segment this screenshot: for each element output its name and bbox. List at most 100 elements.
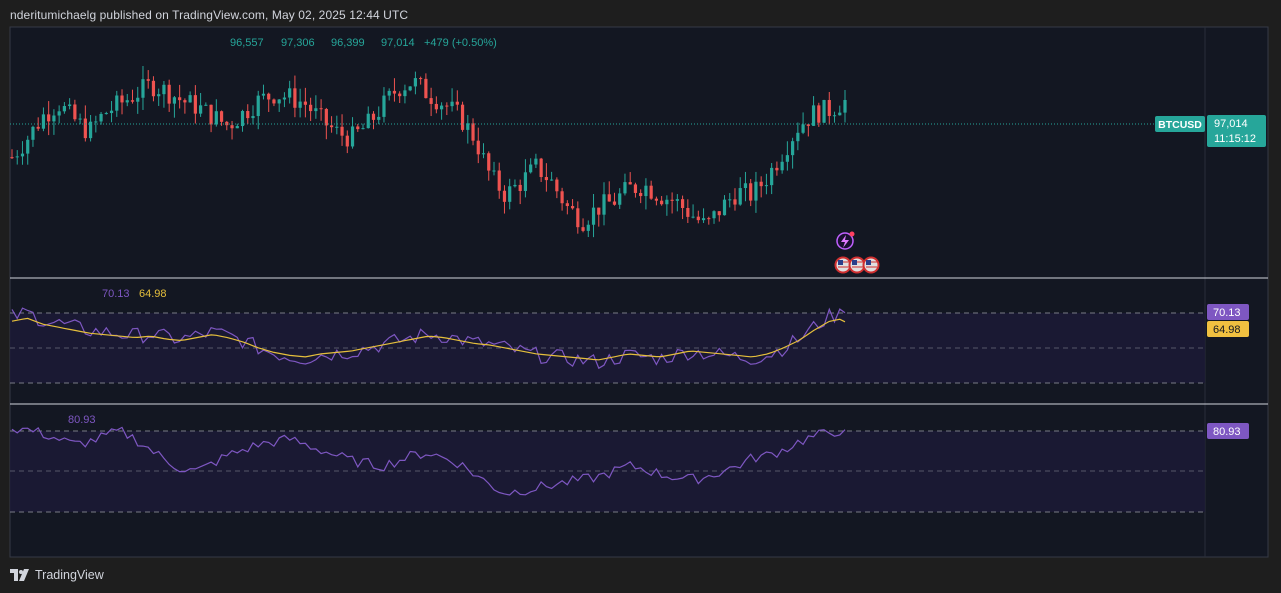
- candle: [10, 149, 14, 160]
- candle-body: [356, 126, 360, 130]
- candle-body: [686, 207, 690, 217]
- candle: [136, 86, 140, 114]
- candle: [791, 137, 795, 169]
- candle: [612, 192, 617, 206]
- candle-body: [199, 105, 203, 114]
- candle-body: [88, 121, 93, 139]
- candle: [256, 90, 260, 130]
- candle-body: [130, 100, 135, 102]
- candle-body: [570, 206, 575, 209]
- candle: [555, 177, 559, 199]
- candle: [471, 118, 475, 146]
- candle: [298, 88, 302, 118]
- candle: [83, 105, 87, 142]
- candle-body: [665, 199, 669, 205]
- candle: [141, 66, 145, 110]
- candle-body: [439, 105, 444, 110]
- osc-value-tag-bg: [1207, 423, 1249, 439]
- candle-body: [361, 128, 365, 130]
- candle-body: [838, 112, 842, 116]
- candle-body: [377, 116, 381, 120]
- rsi-ma-line: [11, 317, 846, 361]
- candle-body: [204, 104, 208, 106]
- candle-body: [806, 124, 810, 126]
- candle-body: [591, 207, 596, 225]
- candle: [445, 102, 449, 116]
- candle: [167, 79, 171, 112]
- candle: [550, 171, 554, 181]
- lightning-event-icon[interactable]: [836, 231, 855, 250]
- candle-body: [555, 179, 559, 192]
- candle-body: [350, 126, 355, 147]
- candle: [57, 105, 61, 124]
- candle: [822, 99, 826, 124]
- candle: [738, 177, 742, 206]
- candle: [193, 85, 197, 124]
- candle-body: [796, 132, 800, 142]
- candle-body: [424, 78, 428, 99]
- candle: [398, 91, 402, 104]
- candle: [644, 178, 648, 210]
- candle: [371, 111, 376, 130]
- us-flag-icon[interactable]: [834, 256, 852, 274]
- tradingview-logo[interactable]: TradingView: [10, 568, 104, 582]
- candle: [581, 218, 585, 233]
- candle: [68, 98, 72, 110]
- candle: [78, 113, 82, 125]
- candle-body: [654, 198, 658, 201]
- candle-body: [508, 186, 512, 202]
- candle-body: [550, 179, 554, 181]
- candle-body: [832, 115, 837, 117]
- candle-body: [576, 208, 580, 228]
- candle-body: [628, 182, 632, 185]
- candle: [817, 102, 821, 127]
- candle: [382, 87, 386, 123]
- candle-body: [162, 84, 166, 95]
- candle: [350, 117, 355, 149]
- candle-body: [707, 218, 711, 220]
- candle-body: [455, 101, 459, 105]
- candle: [639, 189, 643, 204]
- candle: [282, 92, 287, 108]
- candle: [183, 98, 187, 114]
- candle: [267, 92, 271, 112]
- candle-body: [633, 184, 638, 193]
- candle-body: [544, 177, 548, 181]
- candle: [628, 172, 632, 185]
- candle: [586, 220, 590, 238]
- candle-body: [843, 99, 847, 113]
- candle-body: [560, 191, 564, 204]
- us-flag-icon[interactable]: [862, 256, 880, 274]
- bar-countdown: 11:15:12: [1214, 133, 1256, 145]
- candle: [728, 193, 732, 208]
- candle: [146, 70, 150, 89]
- candle-body: [193, 95, 197, 114]
- candle-body: [597, 207, 601, 215]
- ohlc-high: 97,306: [281, 37, 315, 49]
- candle-body: [151, 80, 156, 97]
- candle-body: [382, 95, 386, 117]
- candle-body: [419, 78, 423, 80]
- candle: [172, 95, 177, 118]
- candle-body: [115, 95, 119, 111]
- candle-body: [539, 158, 543, 178]
- price-pane[interactable]: [10, 66, 847, 238]
- osc-value-tag: 80.93: [1213, 426, 1241, 438]
- candle: [701, 208, 706, 223]
- candle-body: [288, 88, 292, 98]
- candle-body: [413, 78, 418, 87]
- candle: [497, 162, 501, 199]
- candle-body: [502, 190, 507, 202]
- candle: [319, 99, 323, 121]
- candle-body: [754, 181, 758, 201]
- candle: [439, 102, 444, 120]
- candle-body: [476, 140, 480, 155]
- us-flag-icon[interactable]: [848, 256, 866, 274]
- candle: [261, 84, 266, 100]
- candle: [419, 76, 423, 85]
- candle: [251, 105, 255, 125]
- candle-body: [219, 111, 224, 122]
- candle: [570, 199, 575, 210]
- candle: [303, 87, 307, 118]
